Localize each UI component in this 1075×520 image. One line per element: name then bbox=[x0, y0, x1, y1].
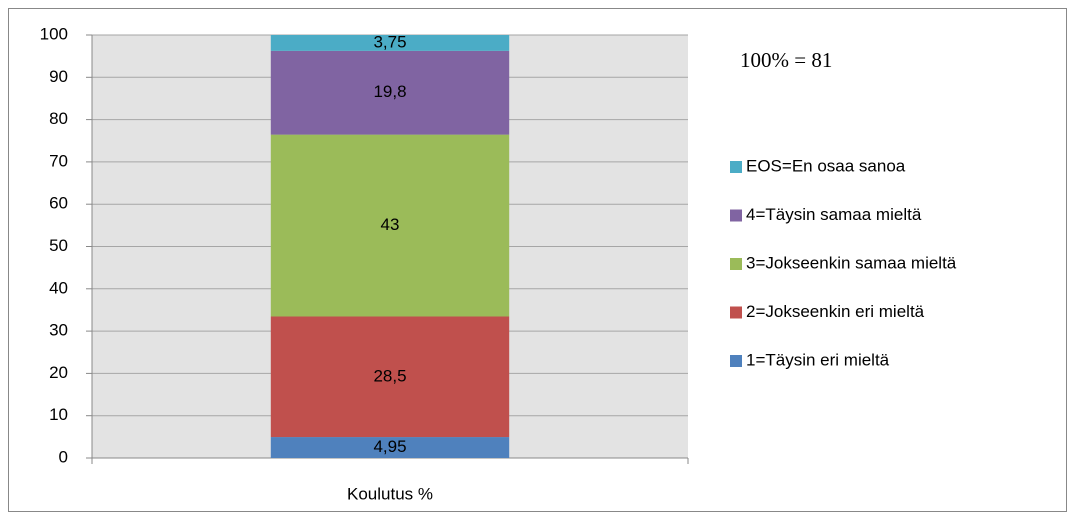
y-tick-label: 60 bbox=[49, 194, 68, 213]
legend-swatch bbox=[730, 258, 742, 270]
annotation: 100% = 81 bbox=[740, 48, 832, 72]
y-tick-label: 0 bbox=[59, 447, 68, 466]
legend-swatch bbox=[730, 161, 742, 173]
y-tick-label: 40 bbox=[49, 278, 68, 297]
bar-segment bbox=[270, 134, 510, 317]
bar-segment bbox=[270, 316, 510, 438]
legend-swatch bbox=[730, 306, 742, 319]
y-tick-label: 80 bbox=[49, 109, 68, 128]
legend-swatch bbox=[730, 209, 742, 222]
data-label: 19,8 bbox=[373, 82, 406, 101]
y-tick-label: 50 bbox=[49, 236, 68, 255]
y-tick-label: 90 bbox=[49, 67, 68, 86]
bar-segment bbox=[270, 35, 510, 51]
legend-label: EOS=En osaa sanoa bbox=[746, 156, 906, 175]
data-label: 28,5 bbox=[373, 366, 406, 385]
y-tick-label: 20 bbox=[49, 363, 68, 382]
bar-segment bbox=[270, 437, 510, 458]
y-tick-label: 70 bbox=[49, 151, 68, 170]
legend-label: 2=Jokseenkin eri mieltä bbox=[746, 302, 925, 321]
data-label: 4,95 bbox=[373, 437, 406, 456]
y-tick-label: 30 bbox=[49, 321, 68, 340]
legend-label: 1=Täysin eri mieltä bbox=[746, 350, 890, 369]
y-tick-label: 10 bbox=[49, 405, 68, 424]
x-tick-label: Koulutus % bbox=[347, 484, 433, 503]
y-tick-label: 100 bbox=[40, 24, 68, 43]
legend-swatch bbox=[730, 355, 742, 367]
legend-label: 3=Jokseenkin samaa mieltä bbox=[746, 253, 957, 272]
bar-segment bbox=[270, 50, 510, 135]
data-label: 3,75 bbox=[373, 32, 406, 51]
legend-label: 4=Täysin samaa mieltä bbox=[746, 205, 922, 224]
data-label: 43 bbox=[381, 215, 400, 234]
